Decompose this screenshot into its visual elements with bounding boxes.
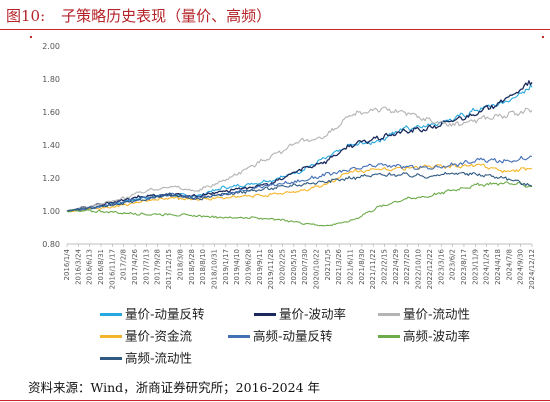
x-tick-label: 2019/1/17 <box>222 249 230 285</box>
legend-label: 高频-波动率 <box>403 328 471 344</box>
source-note: 资料来源：Wind，浙商证券研究所；2016-2024 年 <box>28 380 320 395</box>
x-tick-label: 2022/4/29 <box>392 249 400 285</box>
x-tick-label: 2021/3/26 <box>335 248 343 284</box>
x-tick-label: 2018/10/31 <box>210 249 218 289</box>
x-tick-label: 2022/10/10 <box>415 249 423 289</box>
y-tick-label: 1.80 <box>42 75 60 84</box>
legend-label: 量价-波动率 <box>279 306 347 322</box>
x-tick-label: 2022/7/20 <box>403 249 411 285</box>
x-tick-label: 2020/7/30 <box>301 249 309 285</box>
x-tick-label: 2024/9/30 <box>517 249 525 285</box>
x-tick-label: 2024/7/8 <box>505 249 513 280</box>
footer-divider <box>0 400 550 401</box>
legend-swatch <box>100 335 122 338</box>
y-axis: 0.80 1.00 1.20 1.40 1.60 1.80 2.00 <box>42 42 60 249</box>
series-lines <box>66 80 533 227</box>
legend-item: 量价-动量反转 <box>100 304 205 324</box>
legend-label: 高频-动量反转 <box>253 328 333 344</box>
y-tick-label: 0.80 <box>42 240 60 249</box>
y-tick-label: 1.60 <box>42 108 60 117</box>
x-tick-label: 2020/10/22 <box>313 249 321 289</box>
x-tick-label: 2021/8/30 <box>358 249 366 285</box>
y-tick-label: 1.40 <box>42 141 60 150</box>
x-tick-label: 2024/4/18 <box>494 249 502 285</box>
legend-item: 量价-资金流 <box>100 326 192 346</box>
x-tick-label: 2023/11/9 <box>471 249 479 285</box>
x-tick-label: 2018/8/10 <box>199 249 207 285</box>
legend-label: 量价-动量反转 <box>125 306 205 322</box>
legend-item: 量价-流动性 <box>378 304 470 324</box>
legend-label: 高频-流动性 <box>125 350 193 366</box>
x-tick-label: 2021/1/5 <box>324 249 332 280</box>
x-tick-label: 2019/4/10 <box>233 249 241 285</box>
line-chart: 0.801.001.201.401.601.802.00 2016/1/4 201… <box>42 42 536 289</box>
x-tick-label: 2018/3/8 <box>176 249 184 280</box>
corner-mark-left <box>30 36 32 38</box>
x-tick-label: 2018/5/28 <box>188 249 196 285</box>
figure-number: 图10: <box>6 7 46 25</box>
title-divider <box>0 29 550 30</box>
x-tick-label: 2023/8/17 <box>460 249 468 285</box>
x-tick-label: 2017/7/13 <box>142 249 150 285</box>
legend-item: 量价-波动率 <box>254 304 346 324</box>
legend-swatch <box>228 335 250 338</box>
y-tick-label: 1.00 <box>42 207 60 216</box>
corner-mark-right <box>542 36 544 38</box>
x-tick-label: 2019/6/28 <box>244 249 252 285</box>
x-tick-label: 2022/2/15 <box>381 249 389 285</box>
figure-title: 子策略历史表现（量价、高频） <box>61 7 272 25</box>
x-tick-label: 2020/2/25 <box>278 249 286 285</box>
x-tick-label: 2017/4/26 <box>131 248 139 284</box>
x-tick-label: 2024/1/24 <box>483 248 491 284</box>
series-line-2 <box>66 106 533 212</box>
x-tick-label: 2017/12/15 <box>165 249 173 289</box>
x-tick-label: 2017/9/28 <box>154 249 162 285</box>
x-axis: 2016/1/4 2016/3/24 2016/6/13 2016/8/31 2016/… <box>63 243 536 289</box>
x-tick-label: 2020/5/15 <box>290 249 298 285</box>
legend-item: 高频-波动率 <box>378 326 470 346</box>
x-tick-label: 2019/11/28 <box>267 249 275 289</box>
legend-item: 高频-流动性 <box>100 348 192 368</box>
x-tick-label: 2021/11/22 <box>369 249 377 289</box>
x-tick-label: 2024/12/12 <box>528 249 536 289</box>
legend-item: 高频-动量反转 <box>228 326 333 346</box>
legend-swatch <box>254 313 276 316</box>
legend-swatch <box>378 335 400 338</box>
x-tick-label: 2019/9/11 <box>256 249 264 285</box>
x-tick-label: 2023/6/2 <box>449 249 457 280</box>
y-tick-label: 2.00 <box>42 42 60 51</box>
x-tick-label: 2021/6/11 <box>347 249 355 285</box>
x-tick-label: 2017/2/8 <box>120 249 128 280</box>
x-tick-label: 2022/12/22 <box>426 249 434 289</box>
series-line-5 <box>66 181 533 227</box>
x-tick-label: 2016/3/24 <box>74 248 82 284</box>
x-tick-label: 2016/11/17 <box>108 249 116 289</box>
legend-label: 量价-资金流 <box>125 328 193 344</box>
legend-swatch <box>100 313 122 316</box>
x-tick-label: 2023/3/16 <box>437 248 445 284</box>
legend-swatch <box>100 357 122 360</box>
x-tick-label: 2016/1/4 <box>63 248 71 280</box>
legend-swatch <box>378 313 400 316</box>
series-line-4 <box>66 155 533 212</box>
legend-label: 量价-流动性 <box>403 306 471 322</box>
x-tick-label: 2016/8/31 <box>97 249 105 285</box>
figure-title-row: 图10: 子策略历史表现（量价、高频） <box>6 4 271 28</box>
x-tick-label: 2016/6/13 <box>86 249 94 285</box>
series-line-6 <box>66 171 533 212</box>
y-tick-label: 1.20 <box>42 174 60 183</box>
